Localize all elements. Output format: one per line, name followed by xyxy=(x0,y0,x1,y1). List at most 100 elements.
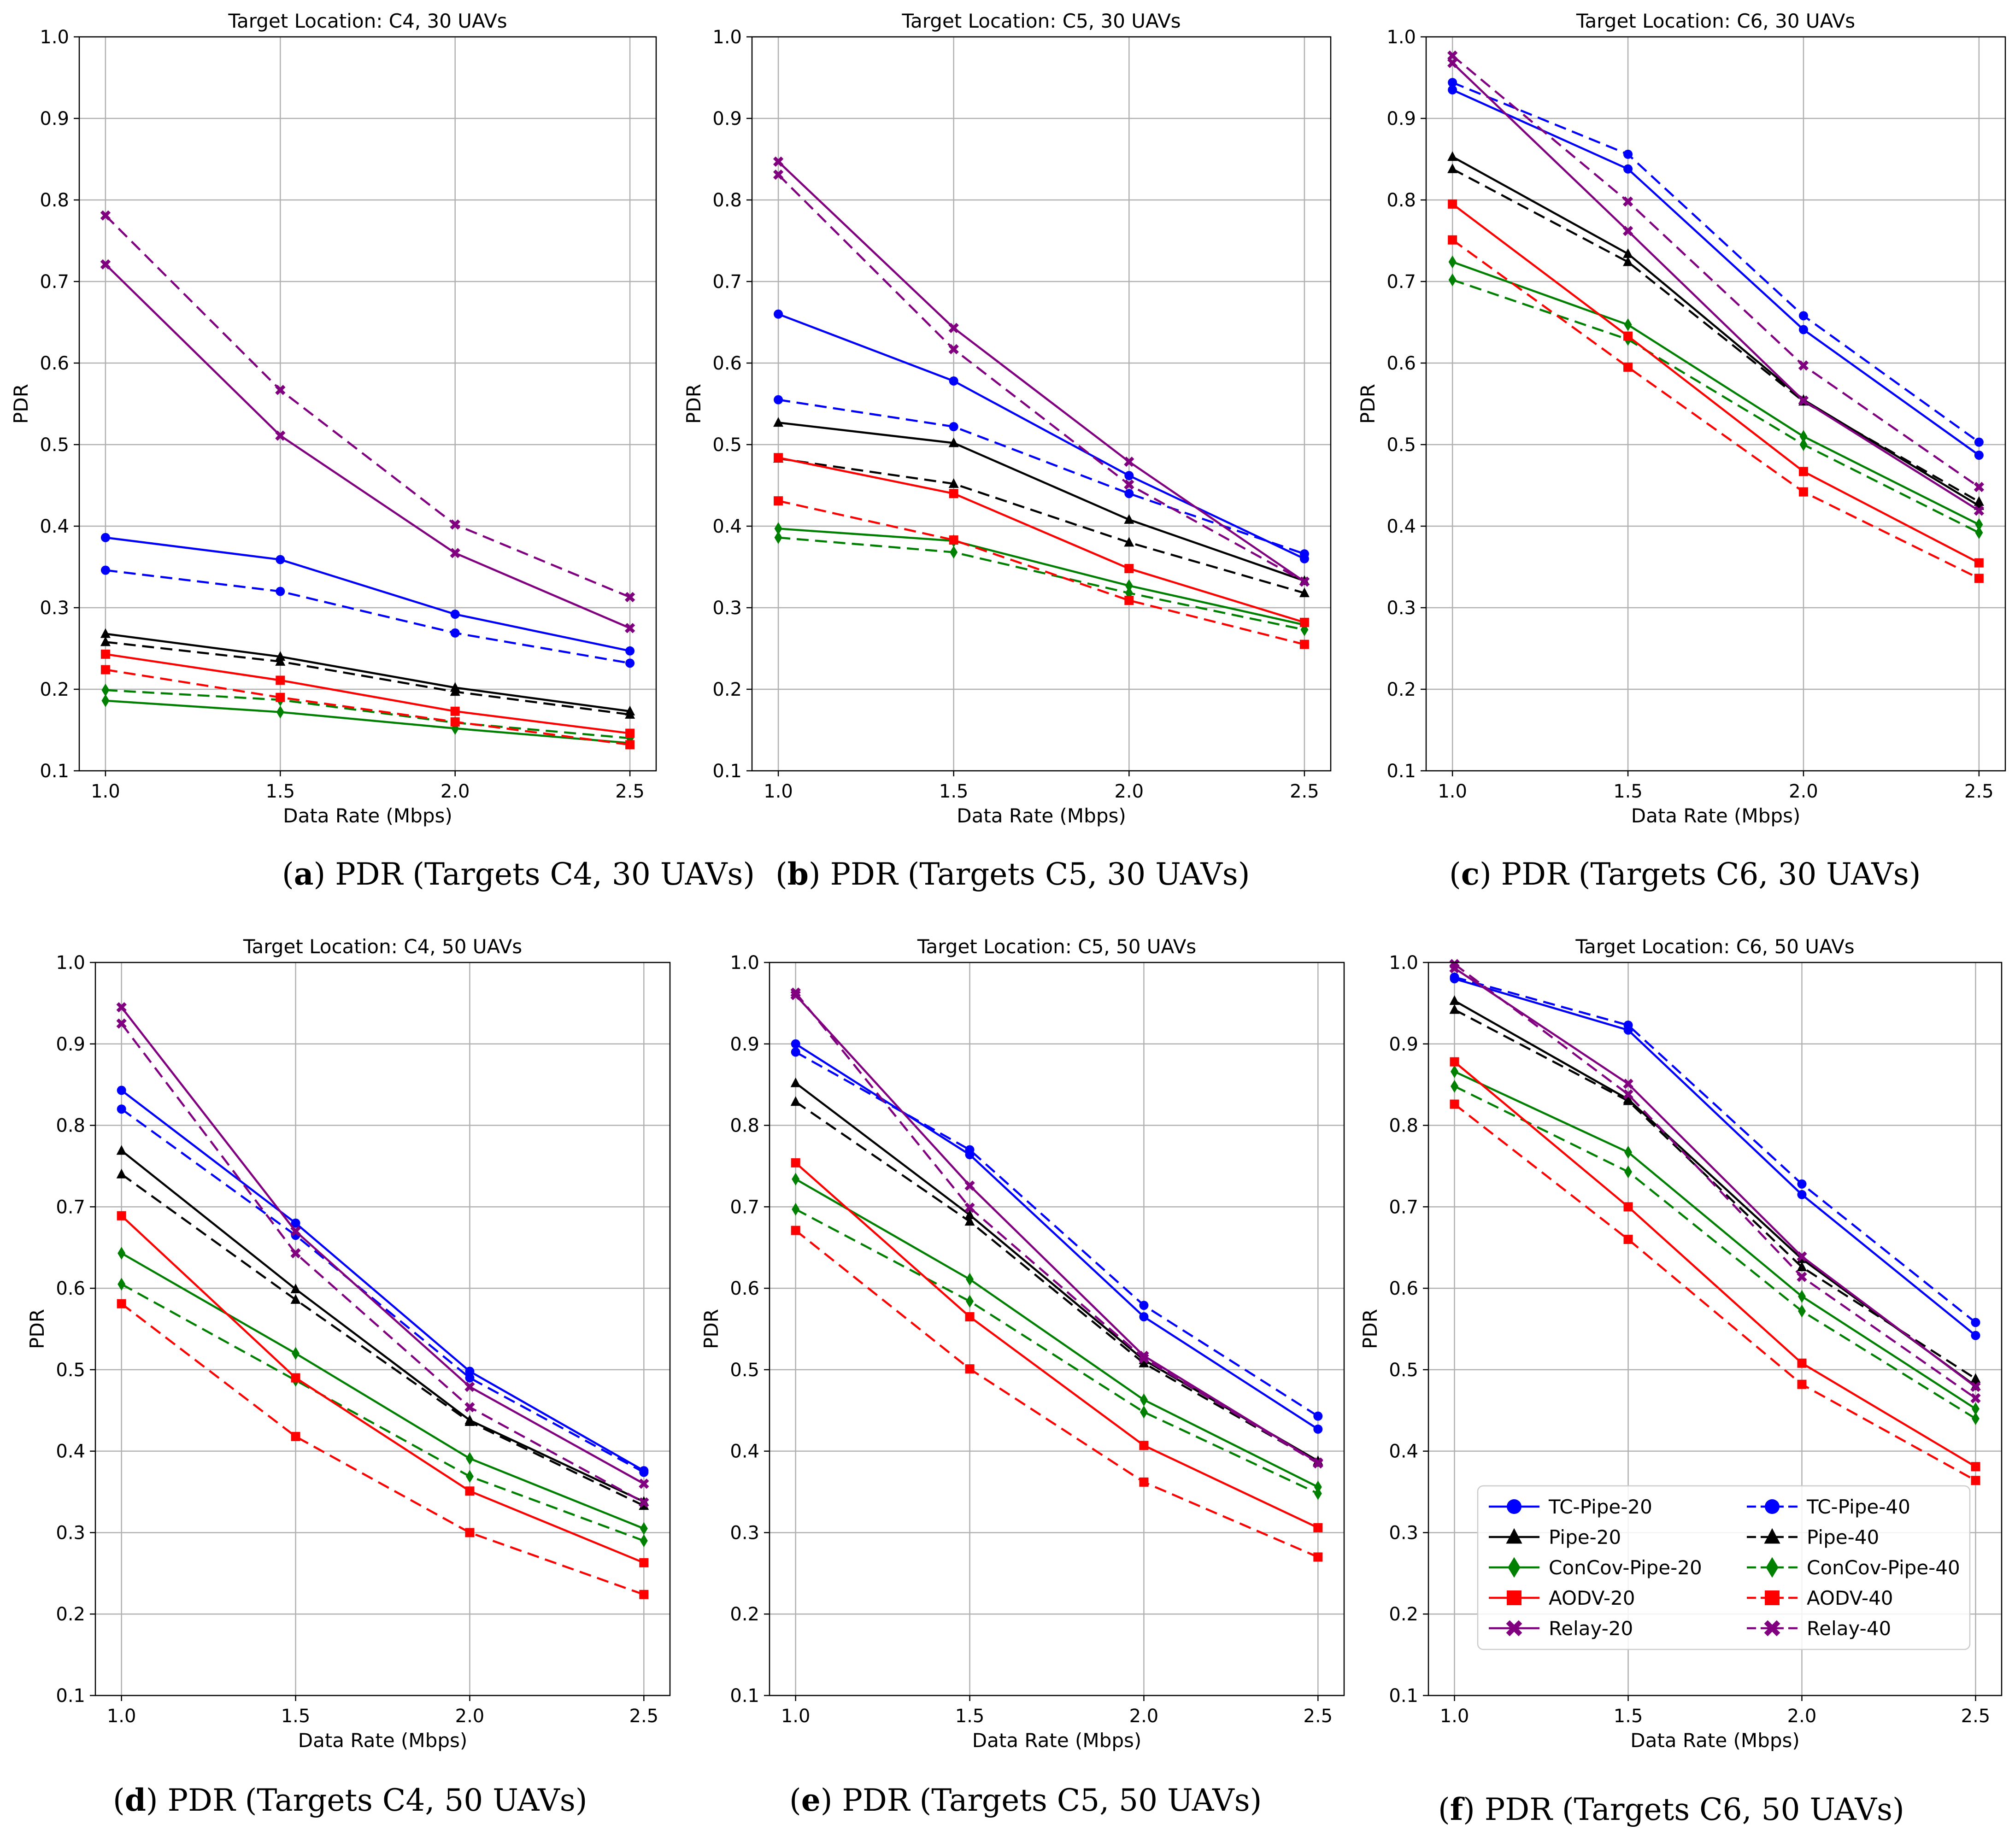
data-point xyxy=(1139,1312,1149,1321)
y-axis-label: PDR xyxy=(682,384,705,424)
y-tick-label: 0.5 xyxy=(56,1360,85,1381)
series-aodv-20 xyxy=(1450,1057,1980,1472)
data-point xyxy=(117,1278,126,1291)
series-aodv-20 xyxy=(100,649,635,738)
series-line xyxy=(105,264,630,629)
data-point xyxy=(1624,1165,1633,1179)
data-point xyxy=(1623,1202,1633,1212)
x-tick-label: 1.0 xyxy=(781,1706,811,1727)
data-point xyxy=(116,1145,127,1155)
series-line xyxy=(121,1215,645,1564)
data-point xyxy=(101,694,110,707)
data-point xyxy=(1313,1458,1323,1469)
series-line xyxy=(1451,62,1980,512)
series-line xyxy=(105,689,630,739)
y-tick-label: 0.1 xyxy=(1389,1685,1418,1707)
data-point xyxy=(773,417,784,427)
data-point xyxy=(1623,248,1633,258)
legend-label: TC-Pipe-40 xyxy=(1806,1496,1910,1518)
y-tick-label: 0.7 xyxy=(730,1197,759,1218)
data-point xyxy=(1974,505,1985,516)
y-tick-label: 0.4 xyxy=(40,516,69,537)
data-point xyxy=(1140,1393,1148,1407)
x-axis-label: Data Rate (Mbps) xyxy=(298,1729,468,1752)
y-tick-label: 1.0 xyxy=(40,27,69,48)
legend-marker-tc-pipe-40 xyxy=(1765,1499,1780,1514)
y-tick-label: 0.3 xyxy=(1386,598,1416,619)
series-line xyxy=(1454,976,1976,1324)
data-point xyxy=(774,522,782,535)
series-line xyxy=(1451,203,1980,564)
data-point xyxy=(949,535,958,545)
y-tick-label: 0.2 xyxy=(1389,1604,1418,1625)
series-line xyxy=(1451,239,1980,580)
series-relay-40 xyxy=(790,987,1323,1469)
data-point xyxy=(624,623,635,634)
legend-marker-aodv-20 xyxy=(1507,1590,1522,1605)
series-concov-pipe-20 xyxy=(1448,255,1983,531)
x-tick-label: 2.5 xyxy=(1304,1706,1333,1727)
data-point xyxy=(465,1367,475,1376)
data-point xyxy=(291,1431,300,1441)
series-line xyxy=(1454,1009,1976,1380)
data-point xyxy=(450,519,460,530)
y-tick-label: 0.4 xyxy=(1386,516,1416,537)
y-tick-label: 0.9 xyxy=(56,1034,85,1055)
axes-frame xyxy=(751,36,1332,772)
data-point xyxy=(275,651,286,661)
data-point xyxy=(290,1283,301,1293)
data-point xyxy=(790,990,801,1000)
x-tick-label: 1.5 xyxy=(1613,781,1643,802)
legend-marker-tc-pipe-20 xyxy=(1507,1499,1522,1514)
data-point xyxy=(774,496,783,506)
data-point xyxy=(465,1470,474,1483)
series-concov-pipe-40 xyxy=(774,531,1309,636)
y-tick-label: 0.7 xyxy=(56,1197,85,1218)
x-tick-label: 2.0 xyxy=(1129,1706,1159,1727)
series-line xyxy=(105,536,630,652)
series-line xyxy=(1454,1103,1976,1482)
y-tick-label: 0.1 xyxy=(730,1685,759,1707)
series-line xyxy=(121,1252,645,1530)
caption-1: (a) PDR (Targets C4, 30 UAVs) xyxy=(282,856,755,892)
data-point xyxy=(1798,360,1809,371)
chart-panel-3: 0.1 0.2 0.3 0.4 0.5 0.6 0.7 0.8 0.9 1.0 1.0 1.5 2.0 2… xyxy=(1357,10,2006,827)
data-point xyxy=(116,1002,127,1013)
series-line xyxy=(1454,1070,1976,1410)
data-point xyxy=(275,385,286,395)
data-point xyxy=(791,1158,800,1167)
data-point xyxy=(948,323,959,334)
series-aodv-40 xyxy=(774,496,1309,649)
data-point xyxy=(966,1295,974,1308)
data-point xyxy=(465,1486,475,1496)
y-tick-label: 0.1 xyxy=(56,1685,85,1707)
series-line xyxy=(1454,1085,1976,1420)
data-point xyxy=(1974,496,1984,506)
data-point xyxy=(1975,526,1983,540)
series-concov-pipe-40 xyxy=(1448,273,1983,540)
data-point xyxy=(639,1497,649,1508)
data-point xyxy=(1299,617,1309,627)
legend-label: Relay-20 xyxy=(1549,1617,1633,1640)
chart-title: Target Location: C5, 30 UAVs xyxy=(901,10,1181,32)
series-aodv-20 xyxy=(774,453,1309,627)
chart-title: Target Location: C6, 50 UAVs xyxy=(1575,935,1854,958)
series-concov-pipe-20 xyxy=(792,1173,1322,1494)
data-point xyxy=(1974,481,1985,493)
data-point xyxy=(1623,1021,1633,1030)
series-line xyxy=(1452,168,1980,503)
series-line xyxy=(777,174,1305,583)
y-tick-label: 0.7 xyxy=(712,271,742,293)
series-line xyxy=(1454,967,1976,1388)
series-pipe-40 xyxy=(790,1096,1323,1467)
series-concov-pipe-40 xyxy=(792,1203,1322,1500)
series-tc-pipe-40 xyxy=(100,565,635,668)
axes-frame xyxy=(78,36,657,772)
data-point xyxy=(276,692,285,702)
y-axis-label: PDR xyxy=(10,384,32,424)
data-point xyxy=(1798,1304,1806,1318)
series-pipe-40 xyxy=(100,636,635,719)
data-point xyxy=(1974,451,1984,460)
data-point xyxy=(1124,479,1134,490)
y-axis-label: PDR xyxy=(1357,384,1379,424)
